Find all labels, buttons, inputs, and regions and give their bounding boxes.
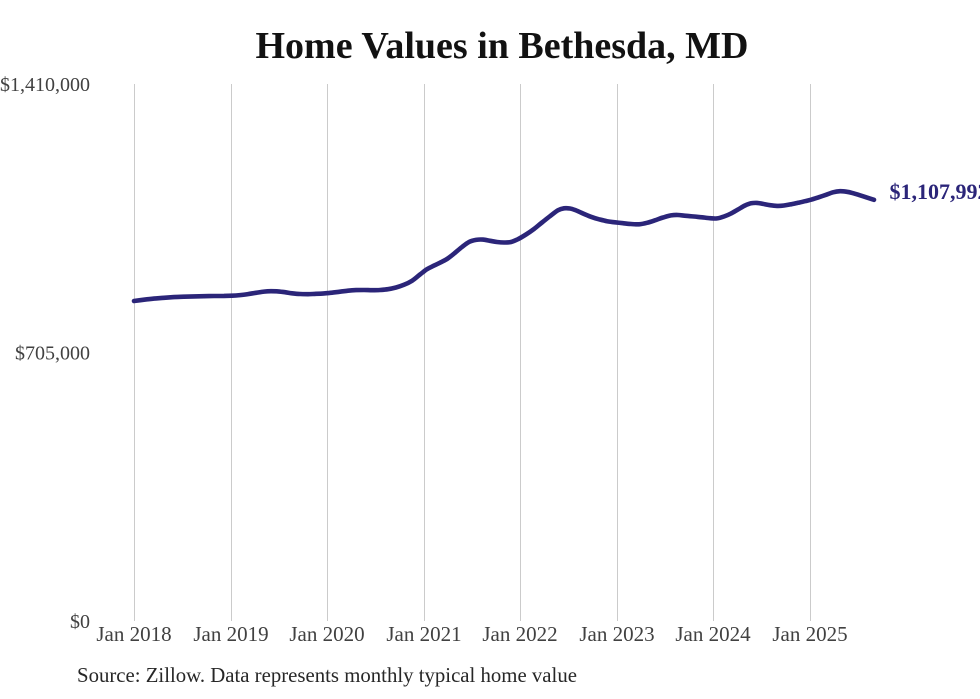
svg-text:Jan 2021: Jan 2021 (386, 622, 461, 646)
svg-text:$1,107,992: $1,107,992 (890, 179, 980, 204)
svg-text:Jan 2018: Jan 2018 (96, 622, 171, 646)
svg-text:Jan 2023: Jan 2023 (579, 622, 654, 646)
svg-text:Jan 2022: Jan 2022 (482, 622, 557, 646)
svg-text:Jan 2024: Jan 2024 (675, 622, 751, 646)
svg-text:Jan 2019: Jan 2019 (193, 622, 268, 646)
svg-text:Source: Zillow. Data represent: Source: Zillow. Data represents monthly … (77, 664, 577, 687)
svg-text:$0: $0 (70, 611, 90, 633)
svg-text:$705,000: $705,000 (15, 343, 90, 365)
svg-text:$1,410,000: $1,410,000 (0, 74, 90, 96)
svg-text:Jan 2020: Jan 2020 (289, 622, 364, 646)
svg-text:Jan 2025: Jan 2025 (772, 622, 847, 646)
svg-text:Home Values in Bethesda, MD: Home Values in Bethesda, MD (256, 25, 749, 67)
